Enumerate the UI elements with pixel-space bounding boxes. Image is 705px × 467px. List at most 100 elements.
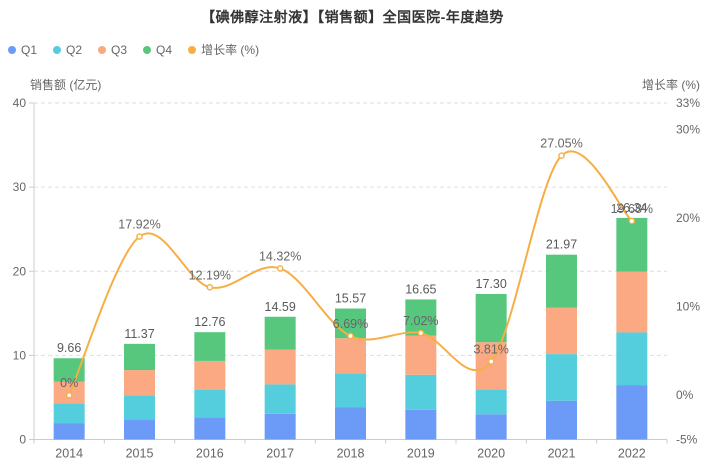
bar-total-label-2018: 15.57 (335, 292, 366, 306)
x-axis-label-2022: 2022 (618, 447, 646, 461)
bar-segment-2019-Q4[interactable] (405, 299, 437, 336)
bar-segment-2015-Q2[interactable] (124, 395, 155, 420)
q4-swatch-icon (143, 45, 152, 54)
right-axis-tick-label: 10% (676, 300, 700, 314)
bar-segment-2022-Q4[interactable] (616, 217, 648, 272)
bar-segment-2021-Q3[interactable] (546, 307, 577, 355)
legend-item-q3[interactable]: Q3 (98, 43, 127, 57)
x-axis-label-2016: 2016 (196, 447, 224, 461)
legend-label-q1: Q1 (21, 42, 38, 57)
bar-segment-2022-Q3[interactable] (616, 271, 648, 333)
legend: Q1 Q2 Q3 Q4 增长率 (%) (8, 41, 259, 58)
bar-total-label-2021: 21.97 (546, 238, 577, 252)
right-axis-tick-label: 33% (676, 96, 700, 110)
x-axis-label-2019: 2019 (407, 447, 435, 461)
bar-segment-2017-Q4[interactable] (264, 316, 296, 350)
legend-label-q4: Q4 (156, 42, 173, 57)
left-axis-name: 销售额 (亿元) (30, 78, 102, 92)
growth-point-2020[interactable] (487, 358, 495, 365)
legend-item-q2[interactable]: Q2 (53, 43, 82, 57)
right-axis-tick-label: 20% (676, 211, 700, 225)
x-axis-label-2020: 2020 (477, 447, 505, 461)
legend-item-q1[interactable]: Q1 (8, 43, 37, 57)
growth-point-2015[interactable] (136, 233, 143, 240)
left-axis-tick-label: 40 (13, 96, 27, 110)
q2-swatch-icon (53, 45, 62, 54)
bar-total-label-2019: 16.65 (405, 282, 436, 296)
left-axis-tick-label: 20 (13, 264, 27, 278)
bar-segment-2021-Q1[interactable] (546, 400, 577, 440)
left-axis-tick-label: 30 (13, 180, 27, 194)
legend-label-growth-rate: 增长率 (%) (201, 43, 260, 57)
legend-label-q3: Q3 (111, 42, 128, 57)
growth-label-2016: 12.19% (189, 268, 231, 282)
bar-segment-2015-Q1[interactable] (124, 419, 155, 440)
right-axis-tick-label: -5% (676, 433, 698, 447)
growth-point-2016[interactable] (206, 283, 214, 291)
bar-segment-2019-Q2[interactable] (405, 374, 437, 410)
growth-label-2015: 17.92% (118, 218, 160, 232)
bar-segment-2018-Q2[interactable] (335, 373, 366, 408)
x-axis-label-2014: 2014 (55, 447, 83, 461)
legend-item-q4[interactable]: Q4 (143, 43, 172, 57)
q1-swatch-icon (8, 45, 16, 54)
bar-segment-2016-Q2[interactable] (194, 389, 226, 418)
bar-segment-2015-Q3[interactable] (124, 370, 155, 396)
bar-segment-2018-Q1[interactable] (335, 407, 366, 440)
growth-label-2022: 19.68% (611, 202, 653, 216)
bar-segment-2014-Q1[interactable] (53, 423, 85, 440)
bar-segment-2017-Q2[interactable] (264, 384, 296, 414)
bar-segment-2014-Q2[interactable] (53, 403, 85, 424)
bar-segment-2021-Q4[interactable] (546, 254, 577, 308)
right-axis-tick-label: 30% (676, 123, 700, 137)
bar-segment-2017-Q3[interactable] (264, 349, 296, 385)
growth-rate-swatch-icon (188, 45, 197, 54)
growth-point-2019[interactable] (417, 329, 425, 337)
bar-segment-2021-Q2[interactable] (546, 354, 577, 401)
x-axis-label-2018: 2018 (337, 447, 365, 461)
growth-label-2019: 7.02% (403, 314, 438, 328)
growth-point-2018[interactable] (347, 332, 354, 340)
bar-segment-2020-Q4[interactable] (475, 293, 507, 343)
bar-segment-2020-Q2[interactable] (475, 389, 507, 415)
right-axis-name: 增长率 (%) (642, 78, 700, 92)
bar-segment-2022-Q1[interactable] (616, 385, 648, 440)
growth-point-2021[interactable] (558, 152, 565, 159)
bar-segment-2017-Q1[interactable] (264, 413, 296, 440)
bar-segment-2020-Q3[interactable] (475, 342, 507, 390)
x-axis-label-2021: 2021 (548, 447, 576, 461)
bar-segment-2016-Q1[interactable] (194, 417, 226, 440)
bar-total-label-2016: 12.76 (194, 315, 225, 329)
bar-total-label-2015: 11.37 (124, 327, 154, 341)
growth-label-2014: 0% (60, 376, 78, 390)
left-axis-tick-label: 0 (19, 433, 26, 447)
growth-label-2021: 27.05% (540, 137, 582, 151)
left-axis-tick-label: 10 (13, 348, 27, 362)
bar-segment-2016-Q4[interactable] (194, 332, 226, 361)
growth-label-2018: 6.69% (333, 317, 368, 331)
growth-point-2014[interactable] (65, 391, 73, 399)
legend-label-q2: Q2 (66, 42, 83, 57)
chart-title: 【碘佛醇注射液】【销售额】全国医院-年度趋势 (201, 9, 504, 25)
bar-segment-2018-Q3[interactable] (335, 338, 366, 374)
x-axis-label-2017: 2017 (266, 447, 294, 461)
bar-segment-2020-Q1[interactable] (475, 414, 507, 440)
bar-segment-2019-Q3[interactable] (405, 335, 437, 375)
growth-point-2022[interactable] (628, 217, 636, 225)
bar-segment-2019-Q1[interactable] (405, 409, 437, 440)
bar-total-label-2020: 17.30 (476, 277, 507, 291)
growth-label-2017: 14.32% (259, 249, 301, 263)
growth-point-2017[interactable] (276, 265, 284, 272)
bar-segment-2016-Q3[interactable] (194, 360, 226, 390)
legend-item-growth-rate[interactable]: 增长率 (%) (188, 41, 259, 58)
x-axis-label-2015: 2015 (126, 447, 154, 461)
growth-label-2020: 3.81% (473, 342, 508, 356)
q3-swatch-icon (98, 45, 107, 54)
bar-segment-2015-Q4[interactable] (124, 343, 155, 371)
right-axis-tick-label: 0% (676, 388, 694, 402)
bar-total-label-2014: 9.66 (57, 341, 81, 355)
bar-total-label-2017: 14.59 (265, 300, 296, 314)
bar-segment-2022-Q2[interactable] (616, 332, 648, 386)
